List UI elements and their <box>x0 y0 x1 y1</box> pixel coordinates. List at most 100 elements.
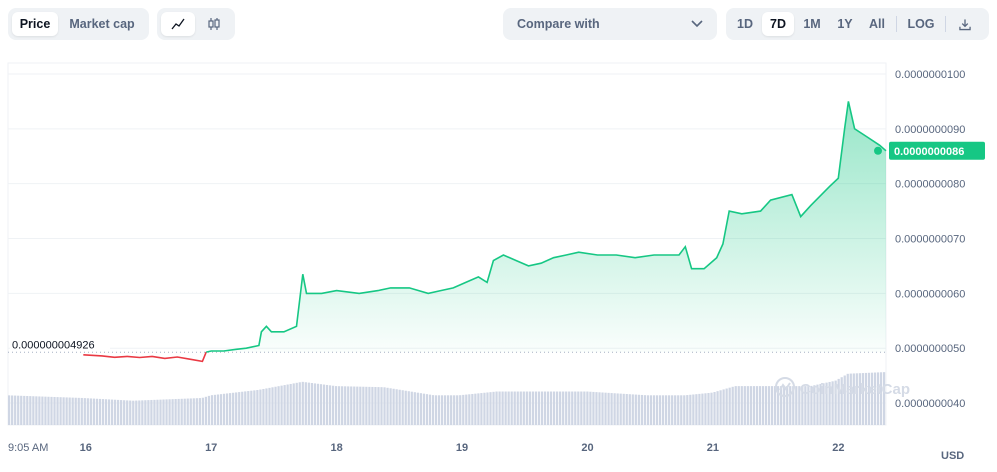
volume-bar <box>552 391 556 425</box>
volume-bar <box>26 396 29 425</box>
candlestick-button[interactable] <box>197 12 231 36</box>
compare-with-dropdown[interactable]: Compare with <box>503 8 717 40</box>
volume-bar <box>219 394 223 425</box>
volume-bar <box>401 390 404 425</box>
volume-bar <box>804 386 807 425</box>
download-button[interactable] <box>950 12 980 36</box>
volume-bar <box>295 382 298 425</box>
volume-bar <box>870 372 874 425</box>
volume-bar <box>210 395 214 425</box>
volume-bar <box>510 391 513 425</box>
volume-bar <box>98 398 102 425</box>
volume-bar <box>501 391 504 425</box>
volume-bar <box>241 391 244 425</box>
volume-bar <box>368 386 371 425</box>
range-1m[interactable]: 1M <box>803 17 821 31</box>
volume-bar <box>764 386 768 425</box>
volume-bar <box>198 398 201 425</box>
range-7d[interactable]: 7D <box>762 12 794 36</box>
volume-bar <box>816 384 819 425</box>
range-1y[interactable]: 1Y <box>837 17 853 31</box>
tab-price[interactable]: Price <box>12 12 58 36</box>
line-chart-button[interactable] <box>161 12 195 36</box>
volume-bar <box>447 395 450 425</box>
volume-bar <box>68 397 71 425</box>
volume-bar <box>277 386 280 425</box>
volume-bar <box>129 400 132 425</box>
volume-bar <box>186 398 189 425</box>
volume-bar <box>377 387 380 425</box>
y-tick-label: 0.0000000090 <box>895 124 965 136</box>
volume-bar <box>168 399 171 425</box>
volume-bar <box>713 392 716 425</box>
volume-bar <box>392 388 395 425</box>
volume-bar <box>292 383 295 425</box>
volume-bar <box>207 395 211 425</box>
volume-bar <box>855 373 858 425</box>
volume-bar <box>359 386 362 425</box>
volume-bar <box>789 386 792 425</box>
tab-market-cap[interactable]: Market cap <box>69 17 135 31</box>
volume-bar <box>225 393 229 425</box>
price-chart[interactable]: CoinMarketCap 0.000000004926 0.000000004… <box>0 55 997 472</box>
volume-bar <box>431 395 435 425</box>
volume-bar <box>586 391 589 425</box>
y-tick-label: 0.0000000050 <box>895 343 965 355</box>
volume-bar <box>655 395 659 425</box>
volume-bar <box>571 391 574 425</box>
volume-bar <box>80 397 83 425</box>
volume-bar <box>701 393 704 425</box>
volume-bar <box>416 392 419 425</box>
volume-bar <box>825 382 828 425</box>
log-scale-button[interactable]: LOG <box>907 17 935 31</box>
volume-bar <box>498 391 501 425</box>
volume-bar <box>640 394 643 425</box>
volume-bar <box>834 380 837 425</box>
volume-bar <box>183 398 186 425</box>
price-line-down <box>83 351 207 363</box>
volume-bar <box>144 400 147 425</box>
volume-bar <box>153 399 156 425</box>
volume-bar <box>634 394 637 425</box>
volume-bar <box>658 395 662 425</box>
y-tick-label: 0.0000000040 <box>895 398 965 410</box>
volume-bar <box>698 393 701 425</box>
volume-bar <box>719 390 722 425</box>
volume-bar <box>456 395 459 425</box>
volume-bar <box>92 398 95 425</box>
volume-bar <box>437 395 441 425</box>
volume-bar <box>574 391 577 425</box>
volume-bar <box>610 393 613 425</box>
volume-bar <box>528 391 531 425</box>
range-1d[interactable]: 1D <box>737 17 753 31</box>
volume-bar <box>761 386 765 425</box>
range-divider <box>896 16 897 32</box>
volume-bar <box>283 385 286 425</box>
volume-bar <box>232 392 235 425</box>
baseline-label: 0.000000004926 <box>10 337 110 352</box>
line-chart-icon <box>171 18 185 30</box>
volume-bar <box>604 392 607 425</box>
volume-bar <box>767 386 771 425</box>
volume-bar <box>8 395 11 425</box>
volume-bar <box>374 387 377 425</box>
volume-bar <box>32 396 35 425</box>
volume-bar <box>35 396 38 425</box>
current-price-value: 0.0000000086 <box>894 146 964 158</box>
volume-bar <box>195 398 198 425</box>
coinmarketcap-logo-icon <box>775 377 795 397</box>
price-line-up <box>206 101 887 353</box>
volume-bar <box>204 396 208 425</box>
volume-bar <box>365 386 368 425</box>
volume-bar <box>716 391 719 425</box>
x-tick-label: 19 <box>456 442 468 454</box>
volume-bar <box>104 399 108 425</box>
volume-bar <box>410 391 413 425</box>
volume-bar <box>126 400 129 425</box>
volume-bar <box>486 392 489 425</box>
volume-bar <box>77 397 80 425</box>
range-all[interactable]: All <box>869 17 885 31</box>
volume-bar <box>777 386 780 425</box>
volume-bar <box>331 385 335 425</box>
volume-bar <box>770 386 774 425</box>
